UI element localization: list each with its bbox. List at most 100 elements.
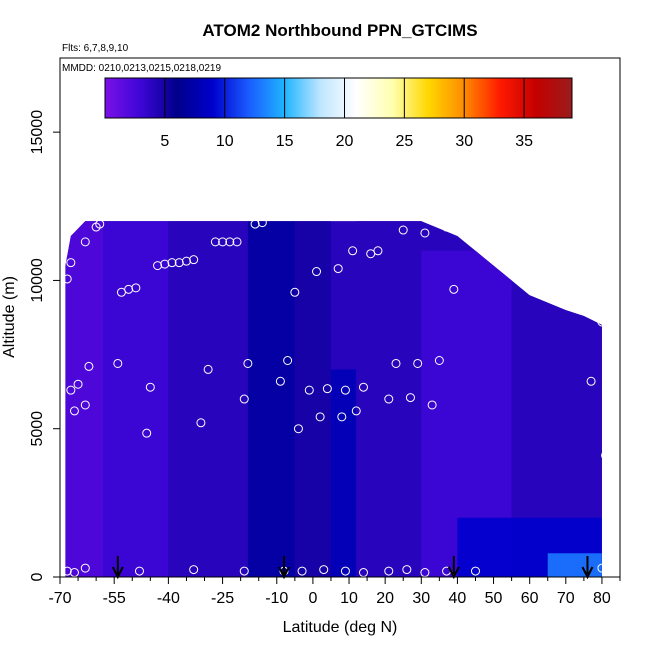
field-cell-10 — [547, 553, 602, 577]
observation-point-65 — [189, 565, 199, 575]
observation-point-40 — [333, 264, 343, 274]
observation-point-77 — [597, 563, 607, 573]
observation-point-16 — [153, 261, 163, 271]
observation-point-61 — [62, 566, 72, 576]
observation-point-49 — [391, 358, 401, 368]
observation-point-15 — [145, 382, 155, 392]
observation-point-53 — [420, 228, 430, 238]
observation-point-60 — [601, 450, 611, 460]
observation-point-45 — [358, 382, 368, 392]
colorbar-tick-label-4: 25 — [395, 133, 413, 150]
field-cell-0 — [65, 221, 104, 577]
observation-point-23 — [203, 364, 213, 374]
colorbar-tick-label-6: 35 — [515, 133, 533, 150]
x-tick-label-0: -70 — [48, 590, 71, 607]
x-tick-label-5: 0 — [308, 590, 317, 607]
observation-point-54 — [427, 400, 437, 410]
x-axis: -70 -55 -40 -25 -10 0 10 20 30 40 50 60 70 80 — [48, 577, 621, 607]
observation-point-57 — [449, 284, 459, 294]
x-tick-label-11: 60 — [521, 590, 539, 607]
y-tick-label-3: 15000 — [29, 110, 46, 155]
observation-point-44 — [351, 406, 361, 416]
observation-point-70 — [340, 566, 350, 576]
x-axis-title: Latitude (deg N) — [283, 619, 398, 636]
x-tick-label-1: -55 — [103, 590, 126, 607]
observation-point-55 — [434, 356, 444, 366]
observation-point-33 — [283, 356, 293, 366]
observation-point-29 — [243, 358, 253, 368]
observation-point-56 — [442, 222, 452, 232]
dates-note: MMDD: 0210,0213,0215,0218,0219 — [62, 63, 221, 74]
x-tick-label-9: 40 — [449, 590, 467, 607]
field-cell-3 — [247, 221, 295, 577]
observation-point-58 — [586, 376, 596, 386]
colorbar-tick-label-2: 15 — [276, 133, 294, 150]
colorbar: 5 10 15 20 25 30 35 — [104, 77, 573, 150]
observation-point-36 — [304, 385, 314, 395]
observation-point-69 — [319, 565, 329, 575]
observation-point-38 — [315, 412, 325, 422]
observation-point-7 — [84, 361, 94, 371]
field-layer — [65, 221, 602, 577]
observation-point-12 — [124, 284, 134, 294]
observation-point-59 — [597, 317, 607, 327]
observation-point-0 — [62, 274, 72, 284]
field-cell-8 — [511, 295, 602, 518]
observation-point-50 — [398, 225, 408, 235]
observation-point-66 — [239, 566, 249, 576]
observation-point-2 — [66, 385, 76, 395]
x-tick-label-6: 10 — [340, 590, 358, 607]
observation-layer — [62, 218, 611, 578]
y-tick-label-2: 10000 — [29, 258, 46, 303]
y-axis-title: Altitude (m) — [1, 276, 18, 358]
observation-point-35 — [293, 424, 303, 434]
y-tick-label-0: 0 — [29, 572, 46, 581]
x-tick-label-2: -40 — [157, 590, 180, 607]
flights-note: Flts: 6,7,8,9,10 — [62, 43, 129, 54]
observation-point-64 — [134, 566, 144, 576]
observation-point-73 — [402, 565, 412, 575]
observation-point-42 — [340, 385, 350, 395]
observation-point-17 — [160, 259, 170, 269]
observation-point-4 — [73, 379, 83, 389]
field-cell-4 — [294, 221, 331, 577]
field-cell-2 — [168, 221, 248, 577]
field-cell-6 — [356, 221, 422, 577]
colorbar-gradient — [104, 77, 573, 119]
colorbar-tick-label-1: 10 — [216, 133, 234, 150]
x-tick-label-3: -25 — [211, 590, 234, 607]
colorbar-tick-label-5: 30 — [455, 133, 473, 150]
observation-point-76 — [470, 566, 480, 576]
observation-point-31 — [257, 218, 267, 228]
field-cell-1 — [103, 221, 169, 577]
colorbar-tick-label-0: 5 — [160, 133, 169, 150]
observation-point-27 — [232, 237, 242, 247]
x-tick-label-8: 30 — [412, 590, 430, 607]
observation-point-3 — [69, 406, 79, 416]
observation-point-24 — [210, 237, 220, 247]
observation-point-13 — [131, 283, 141, 293]
observation-point-48 — [384, 394, 394, 404]
observation-point-6 — [80, 400, 90, 410]
observation-point-5 — [80, 237, 90, 247]
observation-point-18 — [167, 258, 177, 268]
observation-point-32 — [275, 376, 285, 386]
observation-point-30 — [250, 219, 260, 229]
observation-point-43 — [348, 246, 358, 256]
x-tick-label-10: 50 — [485, 590, 503, 607]
x-tick-label-4: -10 — [265, 590, 288, 607]
observation-point-39 — [322, 384, 332, 394]
observation-point-47 — [373, 246, 383, 256]
observation-point-28 — [239, 394, 249, 404]
y-axis: 0 5000 10000 15000 — [29, 110, 60, 581]
observation-point-68 — [297, 566, 307, 576]
observation-point-25 — [218, 237, 228, 247]
observation-point-52 — [413, 358, 423, 368]
colorbar-tick-label-3: 20 — [336, 133, 354, 150]
observation-point-21 — [189, 255, 199, 265]
observation-point-1 — [66, 258, 76, 268]
x-tick-label-13: 80 — [593, 590, 611, 607]
observation-point-37 — [312, 267, 322, 277]
